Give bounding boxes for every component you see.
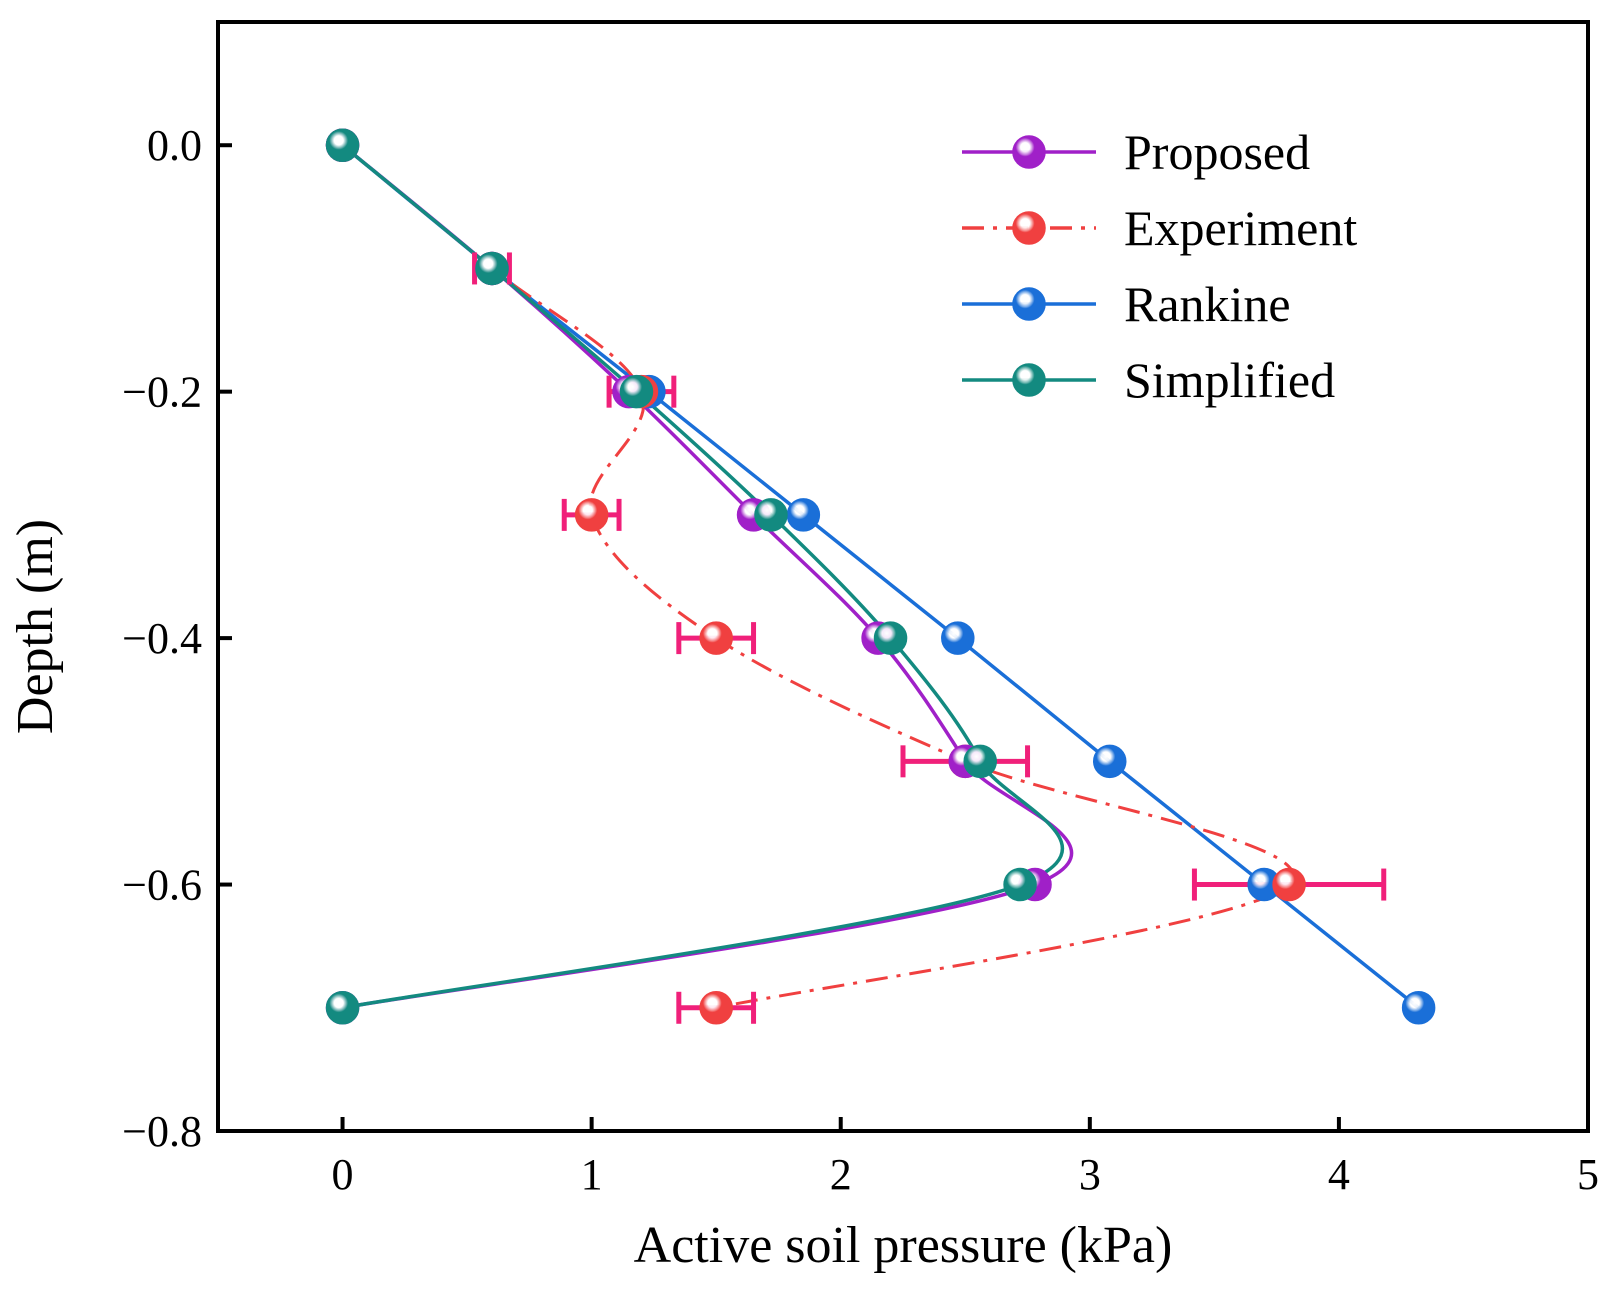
x-tick-label: 3	[1079, 1150, 1101, 1199]
legend-item-experiment: Experiment	[962, 200, 1357, 256]
x-axis-title: Active soil pressure (kPa)	[634, 1217, 1173, 1274]
simplified-point	[963, 744, 997, 779]
legend-label: Proposed	[1124, 124, 1310, 180]
legend-marker	[1012, 363, 1046, 397]
plot-area	[325, 128, 1436, 1025]
legend-label: Rankine	[1124, 276, 1291, 332]
legend-marker	[1012, 211, 1046, 245]
y-tick-label: 0.0	[147, 121, 202, 170]
y-tick-label: −0.2	[122, 368, 202, 417]
legend: Proposed Experiment Rankine Simplified	[962, 124, 1357, 408]
plot-frame	[216, 20, 1590, 1133]
simplified-point	[873, 621, 908, 655]
legend-marker	[1012, 287, 1046, 321]
legend-marker	[1012, 135, 1046, 169]
simplified-point	[1003, 867, 1037, 902]
y-tick-label: −0.8	[122, 1107, 202, 1156]
y-axis: 0.0 −0.2 −0.4 −0.6 −0.8	[122, 121, 232, 1156]
x-tick-label: 4	[1328, 1150, 1350, 1199]
legend-item-simplified: Simplified	[962, 352, 1335, 408]
legend-item-rankine: Rankine	[962, 276, 1291, 332]
simplified-point	[325, 128, 360, 162]
rankine-point	[1092, 744, 1127, 779]
x-tick-label: 2	[830, 1150, 852, 1199]
simplified-line	[341, 143, 1065, 1010]
simplified-point	[754, 498, 788, 532]
y-axis-title: Depth (m)	[7, 519, 64, 734]
rankine-point	[786, 498, 821, 532]
rankine-point	[941, 621, 975, 655]
y-tick-label: −0.6	[122, 861, 202, 910]
legend-label: Experiment	[1124, 200, 1357, 256]
simplified-point	[475, 251, 509, 286]
legend-item-proposed: Proposed	[962, 124, 1310, 180]
experiment-point	[574, 498, 609, 532]
x-tick-label: 5	[1577, 1150, 1599, 1199]
x-tick-label: 0	[332, 1150, 354, 1199]
proposed-line	[341, 143, 1074, 1010]
experiment-point	[1272, 867, 1306, 902]
x-tick-label: 1	[581, 1150, 603, 1199]
simplified-point	[619, 374, 654, 409]
experiment-point	[699, 621, 733, 655]
legend-label: Simplified	[1124, 352, 1335, 408]
experiment-point	[699, 991, 733, 1025]
simplified-point	[325, 991, 360, 1025]
y-tick-label: −0.4	[122, 614, 202, 663]
x-axis: 0 1 2 3 4 5	[332, 1117, 1599, 1199]
rankine-point	[1401, 991, 1436, 1025]
